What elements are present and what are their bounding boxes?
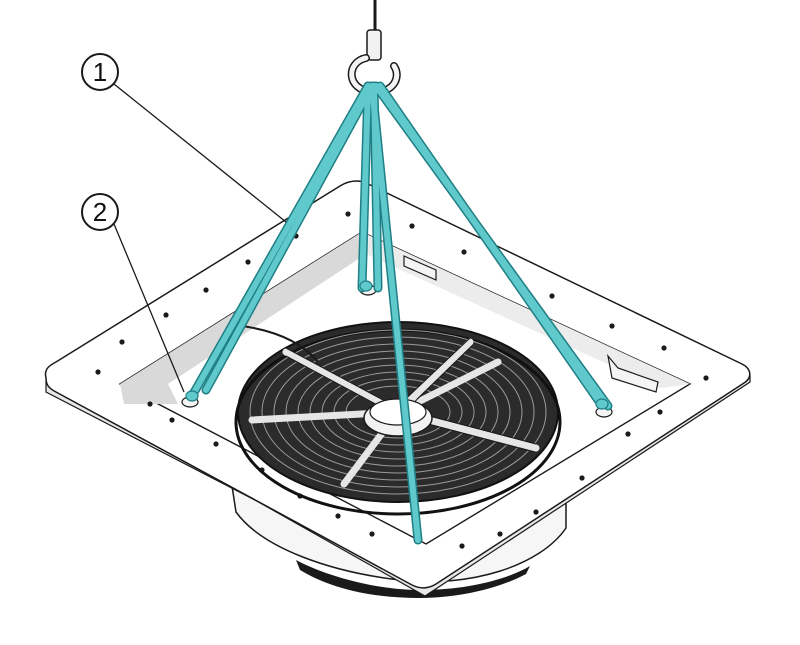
callout-2: 2 [81, 193, 185, 393]
callout-1-leader [113, 83, 287, 223]
fan-grille [234, 321, 562, 516]
mounting-holes [95, 211, 709, 549]
hoist-hook [347, 0, 401, 97]
callout-2-circle [81, 193, 119, 231]
callout-1-number: 1 [93, 57, 107, 87]
callout-1: 1 [81, 53, 287, 223]
lifting-straps [185, 81, 613, 545]
callout-1-circle [81, 53, 119, 91]
callout-2-number: 2 [93, 197, 107, 227]
callout-2-leader [113, 223, 185, 393]
